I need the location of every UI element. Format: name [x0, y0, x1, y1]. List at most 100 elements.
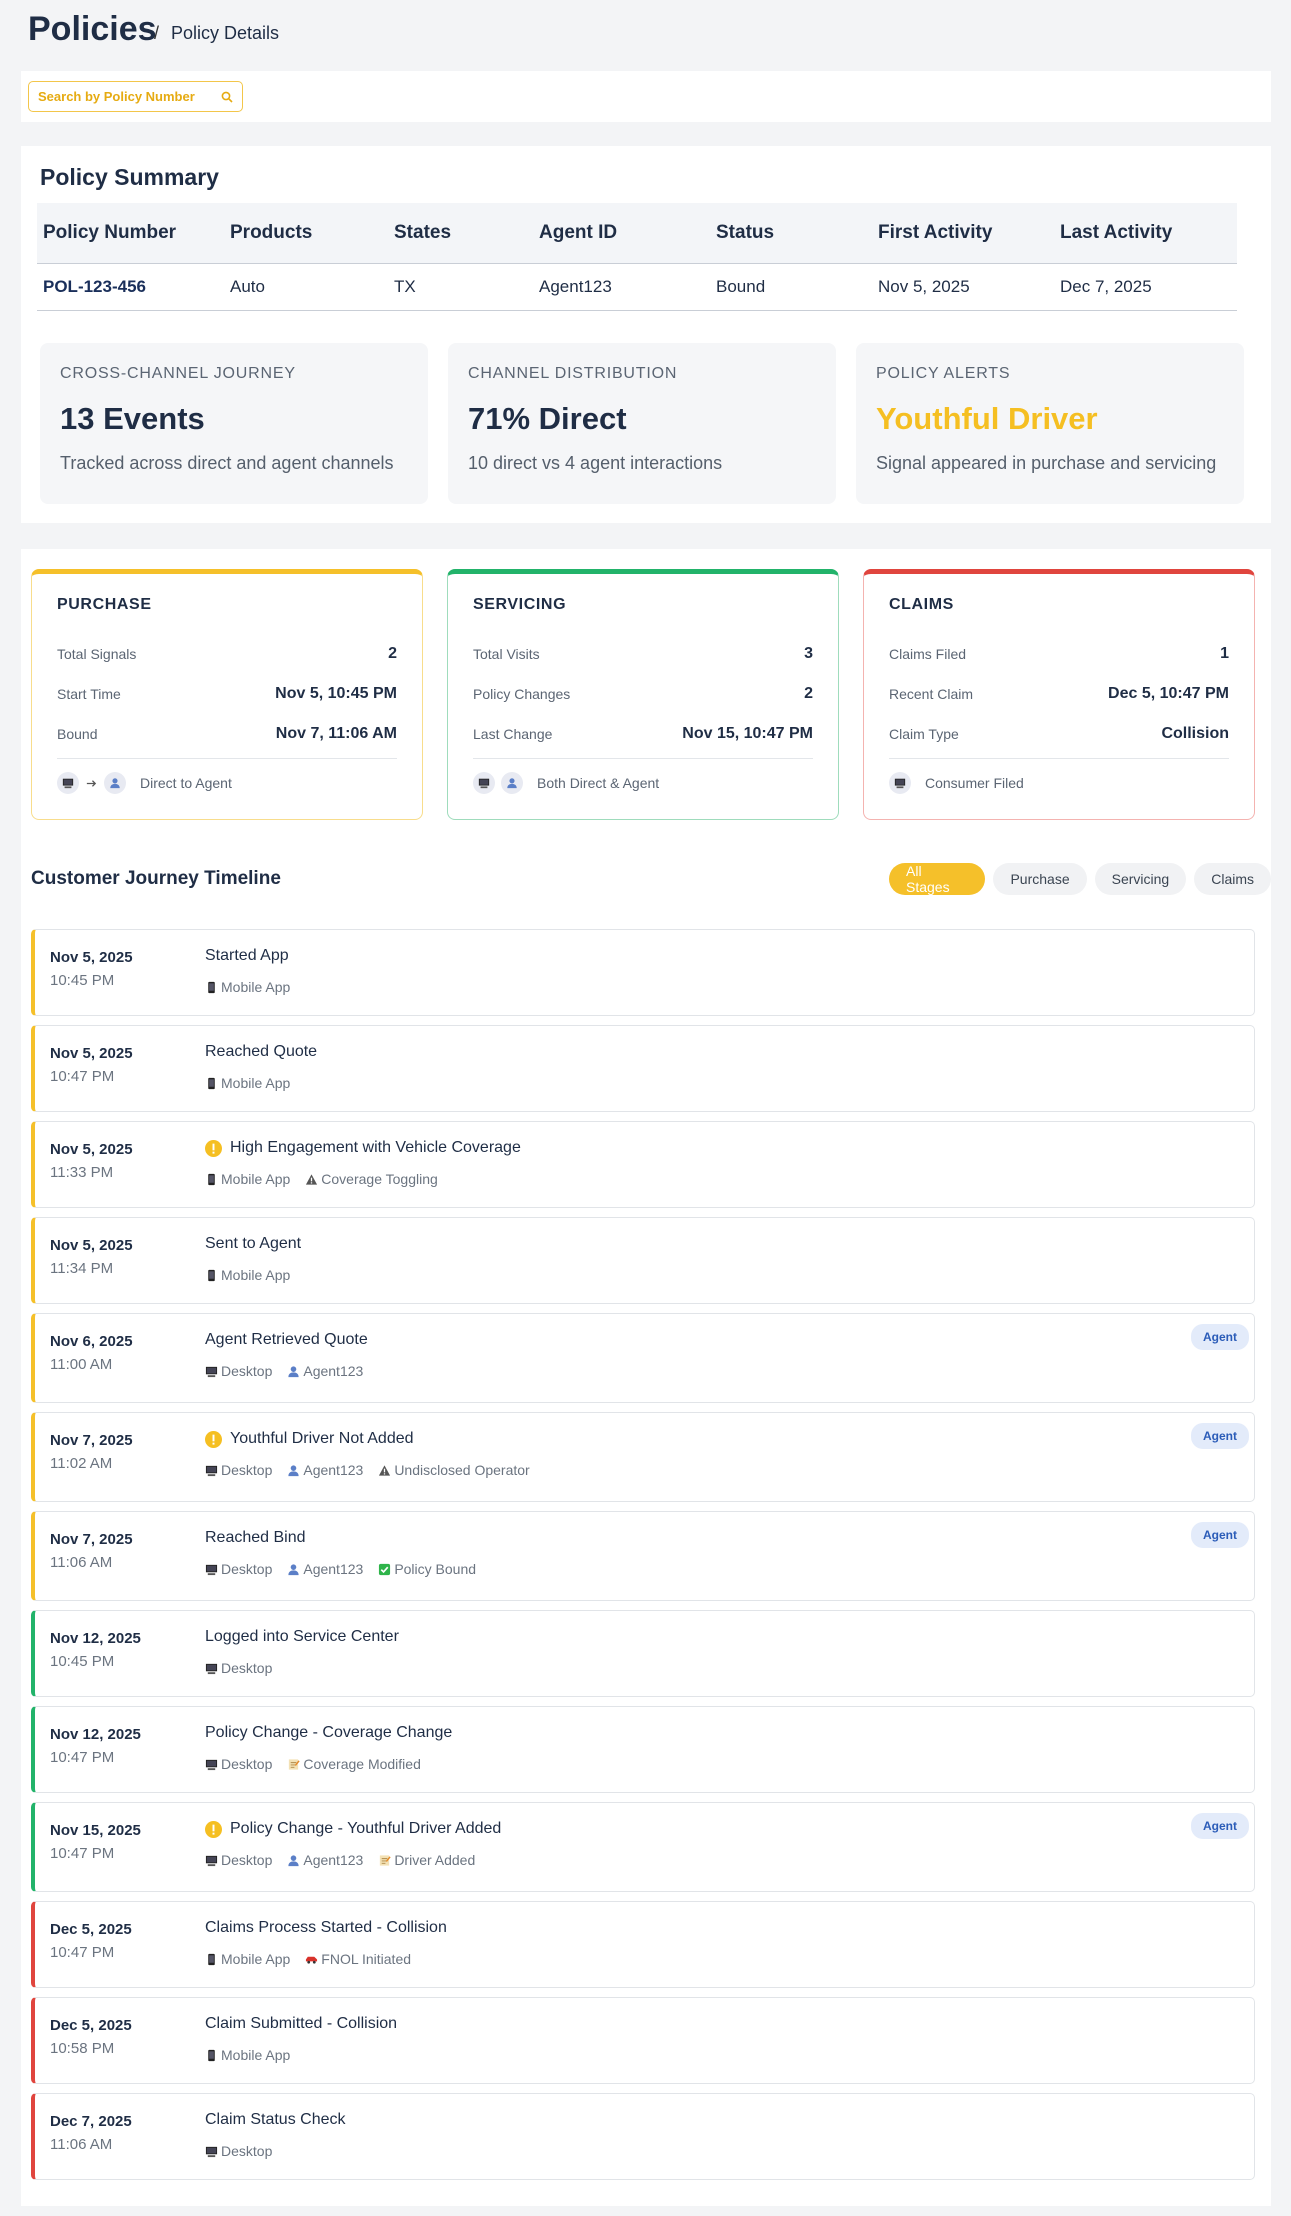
stat-value: Dec 5, 10:47 PM: [1108, 685, 1229, 702]
tag-text: Desktop: [221, 1462, 273, 1478]
event-tag: Agent123: [287, 1852, 363, 1868]
channel-icon: [57, 772, 79, 794]
event-tags: Desktop: [205, 2143, 272, 2159]
stat-label: Start Time: [57, 686, 121, 702]
tag-text: Agent123: [303, 1462, 364, 1478]
table-cell: Dec 7, 2025: [1060, 277, 1152, 296]
event-title-text: Claims Process Started - Collision: [205, 1919, 447, 1936]
phone-icon: [208, 1269, 215, 1281]
tag-text: Mobile App: [221, 979, 291, 995]
timeline-event: Nov 5, 2025 11:33 PM High Engagement with …: [31, 1121, 1255, 1208]
timeline: Nov 5, 2025 10:45 PM Started App Mobile App…: [31, 929, 1255, 2189]
warning-icon: [379, 1464, 391, 1476]
event-title: Started App: [205, 947, 289, 965]
desktop-icon: [478, 778, 490, 789]
event-time: 11:06 AM: [50, 2136, 113, 2153]
person-icon: [507, 778, 517, 789]
timeline-event: Nov 7, 2025 11:02 AM Youthful Driver Not A…: [31, 1412, 1255, 1502]
event-date: Nov 5, 2025: [50, 1141, 133, 1158]
table-cell: Agent123: [539, 277, 612, 296]
stage-stat: Recent Claim Dec 5, 10:47 PM: [889, 674, 1229, 714]
timeline-event: Dec 5, 2025 10:47 PM Claims Process Starte…: [31, 1901, 1255, 1988]
event-tag: Desktop: [205, 1363, 272, 1379]
tag-text: Driver Added: [394, 1852, 476, 1868]
timeline-event: Nov 5, 2025 10:45 PM Started App Mobile App: [31, 929, 1255, 1016]
event-time: 10:47 PM: [50, 1749, 115, 1766]
breadcrumb[interactable]: Policy Details: [171, 23, 280, 43]
tag-text: Desktop: [221, 1660, 273, 1676]
event-tag: Desktop: [205, 1462, 272, 1478]
stage-title: CLAIMS: [889, 596, 954, 613]
stat-value: 2: [804, 685, 813, 702]
phone-icon: [208, 2049, 215, 2061]
stage-card: PURCHASE Total Signals 2 Start Time Nov 5, 1…: [31, 569, 423, 820]
tag-text: Mobile App: [221, 1951, 291, 1967]
stat-label: Claims Filed: [889, 646, 967, 662]
desktop-icon: [205, 1855, 218, 1866]
event-title: Policy Change - Youthful Driver Added: [205, 1820, 501, 1838]
table-row: POL-123-456 Auto TX Agent123 Bound Nov 5, 202…: [37, 264, 1237, 311]
event-title: Claim Submitted - Collision: [205, 2015, 397, 2033]
stage-stat: Policy Changes 2: [473, 674, 813, 714]
car-icon: [306, 1956, 318, 1964]
event-tag: Desktop: [205, 1756, 272, 1772]
search-input[interactable]: Search by Policy Number: [28, 81, 243, 112]
event-title-text: Started App: [205, 947, 289, 964]
person-icon: [288, 1563, 299, 1575]
event-title-text: Agent Retrieved Quote: [205, 1331, 368, 1348]
stage-channel: Both Direct & Agent: [473, 758, 813, 794]
event-tag: Agent123: [287, 1462, 363, 1478]
channel-icon: [473, 772, 495, 794]
section-title: Customer Journey Timeline: [31, 868, 281, 889]
phone-icon: [208, 1953, 215, 1965]
event-title: Sent to Agent: [205, 1235, 301, 1253]
stage-filters: All Stages Purchase Servicing Claims: [889, 863, 1271, 895]
event-title-text: Policy Change - Coverage Change: [205, 1724, 453, 1741]
stat-value: Nov 7, 11:06 AM: [275, 725, 397, 742]
phone-icon: [208, 981, 215, 993]
metric-card: POLICY ALERTS Youthful Driver Signal appea…: [856, 343, 1244, 504]
event-tag: Mobile App: [205, 1171, 290, 1187]
event-tag: Driver Added: [378, 1852, 475, 1868]
event-title: Policy Change - Coverage Change: [205, 1724, 452, 1742]
column-header: Products: [230, 222, 313, 243]
event-tag: Undisclosed Operator: [378, 1462, 530, 1478]
metric-label: CHANNEL DISTRIBUTION: [468, 365, 678, 382]
metric-label: CROSS-CHANNEL JOURNEY: [60, 365, 296, 382]
filter-pill[interactable]: All Stages: [889, 863, 986, 895]
filter-pill[interactable]: Claims: [1194, 863, 1271, 895]
event-tags: Mobile App: [205, 979, 290, 995]
tag-text: Undisclosed Operator: [394, 1462, 530, 1478]
timeline-event: Nov 12, 2025 10:45 PM Logged into Service …: [31, 1610, 1255, 1697]
column-header: States: [394, 222, 452, 243]
check-icon: [379, 1563, 391, 1575]
stat-label: Total Visits: [473, 646, 540, 662]
stat-value: Collision: [1161, 725, 1229, 742]
channel-icon: [889, 772, 911, 794]
event-date: Dec 5, 2025: [50, 1921, 132, 1938]
tag-text: Desktop: [221, 1852, 273, 1868]
desktop-icon: [205, 1663, 218, 1674]
stage-stat: Total Signals 2: [57, 634, 397, 674]
event-title-text: Claim Submitted - Collision: [205, 2015, 398, 2032]
timeline-event: Nov 15, 2025 10:47 PM Policy Change - Yout…: [31, 1802, 1255, 1892]
channel-icon: [501, 772, 523, 794]
filter-pill[interactable]: Servicing: [1094, 863, 1187, 895]
timeline-event: Dec 5, 2025 10:58 PM Claim Submitted - Col…: [31, 1997, 1255, 2084]
stat-label: Claim Type: [889, 726, 959, 742]
section-title: Policy Summary: [40, 164, 219, 190]
event-tag: Mobile App: [205, 1267, 290, 1283]
desktop-icon: [205, 2146, 218, 2157]
desktop-icon: [205, 1759, 218, 1770]
journey-panel: PURCHASE Total Signals 2 Start Time Nov 5, 1…: [21, 549, 1271, 2206]
tag-text: Mobile App: [221, 1267, 291, 1283]
event-tags: Desktop Agent123: [205, 1363, 363, 1379]
event-date: Dec 7, 2025: [50, 2113, 132, 2130]
filter-pill[interactable]: Purchase: [993, 863, 1087, 895]
column-header: Agent ID: [539, 222, 618, 243]
event-tag: Agent123: [287, 1561, 363, 1577]
event-title-text: High Engagement with Vehicle Coverage: [230, 1139, 521, 1156]
event-tag: Desktop: [205, 1852, 272, 1868]
stat-value: Nov 5, 10:45 PM: [275, 685, 397, 702]
